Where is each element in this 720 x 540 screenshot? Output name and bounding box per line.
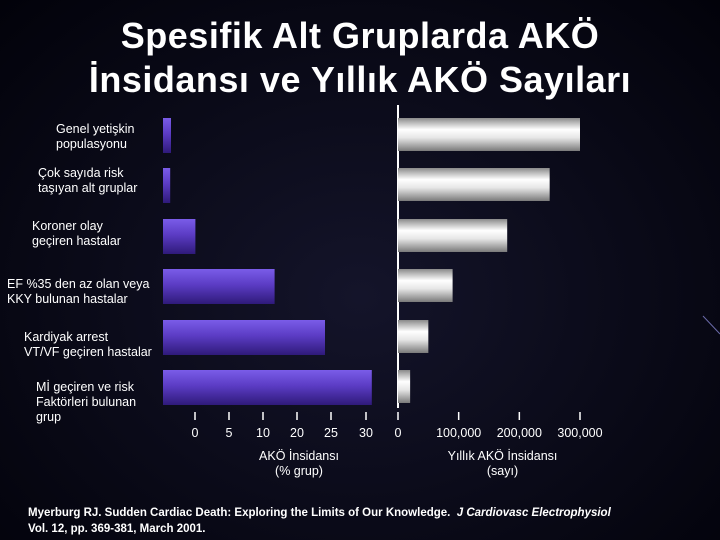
category-label: Kardiyak arrest VT/VF geçiren hastalar [24,330,152,360]
left-axis-title: AKÖ İnsidansı (% grup) [237,449,361,479]
annual-count-bar [398,219,508,252]
incidence-bar [163,370,372,405]
category-label: Genel yetişkin populasyonu [56,122,135,152]
annual-count-bar [398,370,411,403]
incidence-bar [163,168,171,203]
category-label-line: taşıyan alt gruplar [38,181,138,195]
incidence-tick-label: 30 [359,426,373,440]
incidence-tick-label: 10 [256,426,270,440]
right-axis-title-line-2: (sayı) [486,464,519,478]
category-label: Mİ geçiren ve risk Faktörleri bulunan grup [36,380,136,425]
citation-journal: J Cardiovasc Electrophysiol [456,507,611,519]
category-label-line: VT/VF geçiren hastalar [24,345,152,359]
right-axis-title: Yıllık AKÖ İnsidansı (sayı) [420,449,585,479]
incidence-tick-label: 0 [191,426,199,440]
category-label: Koroner olay geçiren hastalar [32,219,121,249]
left-axis-title-line-1: AKÖ İnsidansı [259,449,339,463]
category-label-line: Koroner olay [32,219,103,233]
category-label-line: Kardiyak arrest [24,330,109,344]
incidence-tick-label: 25 [324,426,338,440]
annual-count-bar [398,320,429,353]
citation: Myerburg RJ. Sudden Cardiac Death: Explo… [28,505,611,537]
category-label: EF %35 den az olan veya KKY bulunan hasta… [7,277,149,307]
incidence-bar [163,118,171,153]
category-label-line: geçiren hastalar [32,234,121,248]
incidence-tick-label: 5 [225,426,233,440]
annual-count-tick-label: 0 [394,426,402,440]
annual-count-bar [398,168,550,201]
annual-count-bar [398,118,580,151]
annual-count-tick-label: 200,000 [496,426,542,440]
citation-text: Myerburg RJ. Sudden Cardiac Death: Explo… [28,507,451,519]
category-label-line: Çok sayıda risk [38,166,124,180]
category-label-line: grup [36,410,62,424]
category-label-line: KKY bulunan hastalar [7,292,128,306]
category-label-line: EF %35 den az olan veya [7,277,150,291]
slide-title: Spesifik Alt Gruplarda AKÖ İnsidansı ve … [0,14,720,102]
category-label: Çok sayıda risk taşıyan alt gruplar [38,166,137,196]
annual-count-bar [398,269,453,302]
incidence-bar [163,219,196,254]
left-axis-title-line-2: (% grup) [275,464,323,478]
right-axis-title-line-1: Yıllık AKÖ İnsidansı [447,449,558,463]
category-label-line: Genel yetişkin [56,122,135,136]
category-label-line: Faktörleri bulunan [36,395,137,409]
category-label-line: populasyonu [56,137,127,151]
citation-line-1: Myerburg RJ. Sudden Cardiac Death: Explo… [28,505,611,521]
incidence-tick-label: 20 [290,426,304,440]
title-line-2: İnsidansı ve Yıllık AKÖ Sayıları [88,59,632,100]
incidence-bar [163,320,325,355]
incidence-bar [163,269,275,304]
annual-count-tick-label: 300,000 [557,426,603,440]
citation-line-2: Vol. 12, pp. 369-381, March 2001. [28,523,206,535]
annual-count-tick-label: 100,000 [436,426,482,440]
decorative-line [702,315,720,335]
title-line-1: Spesifik Alt Gruplarda AKÖ [120,15,600,56]
category-label-line: Mİ geçiren ve risk [36,380,134,394]
